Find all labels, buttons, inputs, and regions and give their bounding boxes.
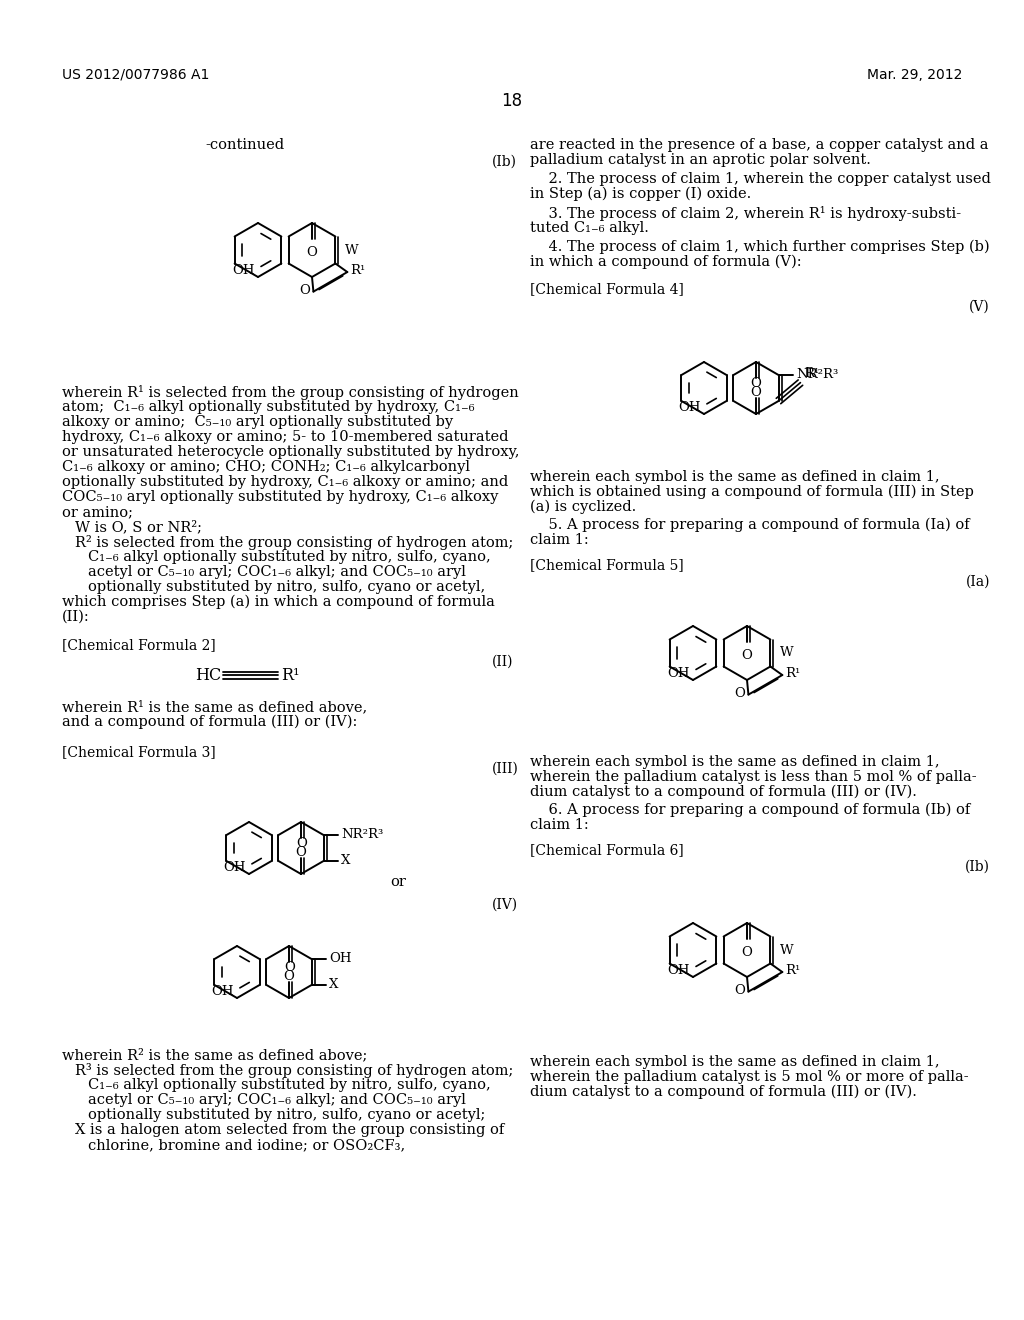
Text: OH: OH — [668, 964, 690, 977]
Text: OH: OH — [212, 985, 234, 998]
Text: or unsaturated heterocycle optionally substituted by hydroxy,: or unsaturated heterocycle optionally su… — [62, 445, 519, 459]
Text: O: O — [734, 985, 745, 997]
Text: wherein each symbol is the same as defined in claim 1,: wherein each symbol is the same as defin… — [530, 755, 940, 770]
Text: Mar. 29, 2012: Mar. 29, 2012 — [866, 69, 962, 82]
Text: NR²R³: NR²R³ — [796, 368, 838, 381]
Text: W: W — [780, 944, 794, 957]
Text: OH: OH — [223, 861, 246, 874]
Text: W: W — [780, 647, 794, 660]
Text: chlorine, bromine and iodine; or OSO₂CF₃,: chlorine, bromine and iodine; or OSO₂CF₃… — [88, 1138, 406, 1152]
Text: wherein each symbol is the same as defined in claim 1,: wherein each symbol is the same as defin… — [530, 1055, 940, 1069]
Text: O: O — [297, 837, 307, 850]
Text: X is a halogen atom selected from the group consisting of: X is a halogen atom selected from the gr… — [75, 1123, 504, 1137]
Text: (Ib): (Ib) — [492, 154, 517, 169]
Text: O: O — [285, 961, 296, 974]
Text: -continued: -continued — [206, 139, 285, 152]
Text: (V): (V) — [970, 300, 990, 314]
Text: NR²R³: NR²R³ — [341, 829, 383, 842]
Text: [Chemical Formula 3]: [Chemical Formula 3] — [62, 744, 216, 759]
Text: OH: OH — [232, 264, 255, 277]
Text: R³ is selected from the group consisting of hydrogen atom;: R³ is selected from the group consisting… — [75, 1063, 513, 1078]
Text: acetyl or C₅₋₁₀ aryl; COC₁₋₆ alkyl; and COC₅₋₁₀ aryl: acetyl or C₅₋₁₀ aryl; COC₁₋₆ alkyl; and … — [88, 565, 466, 579]
Text: COC₅₋₁₀ aryl optionally substituted by hydroxy, C₁₋₆ alkoxy: COC₅₋₁₀ aryl optionally substituted by h… — [62, 490, 499, 504]
Text: claim 1:: claim 1: — [530, 533, 589, 546]
Text: (IV): (IV) — [492, 898, 518, 912]
Text: wherein R¹ is selected from the group consisting of hydrogen: wherein R¹ is selected from the group co… — [62, 385, 519, 400]
Text: wherein the palladium catalyst is less than 5 mol % of palla-: wherein the palladium catalyst is less t… — [530, 770, 977, 784]
Text: R¹: R¹ — [805, 367, 819, 380]
Text: OH: OH — [679, 401, 701, 414]
Text: or amino;: or amino; — [62, 506, 133, 519]
Text: wherein the palladium catalyst is 5 mol % or more of palla-: wherein the palladium catalyst is 5 mol … — [530, 1071, 969, 1084]
Text: or: or — [390, 875, 406, 888]
Text: [Chemical Formula 2]: [Chemical Formula 2] — [62, 638, 216, 652]
Text: which is obtained using a compound of formula (III) in Step: which is obtained using a compound of fo… — [530, 484, 974, 499]
Text: 5. A process for preparing a compound of formula (Ia) of: 5. A process for preparing a compound of… — [530, 517, 970, 532]
Text: optionally substituted by nitro, sulfo, cyano or acetyl;: optionally substituted by nitro, sulfo, … — [88, 1107, 485, 1122]
Text: 4. The process of claim 1, which further comprises Step (b): 4. The process of claim 1, which further… — [530, 240, 989, 255]
Text: 3. The process of claim 2, wherein R¹ is hydroxy-substi-: 3. The process of claim 2, wherein R¹ is… — [530, 206, 962, 220]
Text: in which a compound of formula (V):: in which a compound of formula (V): — [530, 255, 802, 269]
Text: tuted C₁₋₆ alkyl.: tuted C₁₋₆ alkyl. — [530, 220, 649, 235]
Text: R¹: R¹ — [350, 264, 366, 277]
Text: hydroxy, C₁₋₆ alkoxy or amino; 5- to 10-membered saturated: hydroxy, C₁₋₆ alkoxy or amino; 5- to 10-… — [62, 430, 509, 444]
Text: optionally substituted by nitro, sulfo, cyano or acetyl,: optionally substituted by nitro, sulfo, … — [88, 579, 485, 594]
Text: palladium catalyst in an aprotic polar solvent.: palladium catalyst in an aprotic polar s… — [530, 153, 870, 168]
Text: O: O — [741, 946, 753, 960]
Text: claim 1:: claim 1: — [530, 818, 589, 832]
Text: and a compound of formula (III) or (IV):: and a compound of formula (III) or (IV): — [62, 715, 357, 730]
Text: wherein each symbol is the same as defined in claim 1,: wherein each symbol is the same as defin… — [530, 470, 940, 484]
Text: R¹: R¹ — [281, 667, 299, 684]
Text: X: X — [341, 854, 350, 867]
Text: (III): (III) — [492, 762, 519, 776]
Text: O: O — [751, 378, 762, 391]
Text: O: O — [751, 385, 762, 399]
Text: (II): (II) — [492, 655, 513, 669]
Text: (a) is cyclized.: (a) is cyclized. — [530, 500, 636, 515]
Text: atom;  C₁₋₆ alkyl optionally substituted by hydroxy, C₁₋₆: atom; C₁₋₆ alkyl optionally substituted … — [62, 400, 474, 414]
Text: C₁₋₆ alkyl optionally substituted by nitro, sulfo, cyano,: C₁₋₆ alkyl optionally substituted by nit… — [88, 1078, 490, 1092]
Text: wherein R² is the same as defined above;: wherein R² is the same as defined above; — [62, 1048, 368, 1063]
Text: O: O — [296, 846, 306, 858]
Text: O: O — [741, 649, 753, 663]
Text: dium catalyst to a compound of formula (III) or (IV).: dium catalyst to a compound of formula (… — [530, 785, 916, 800]
Text: alkoxy or amino;  C₅₋₁₀ aryl optionally substituted by: alkoxy or amino; C₅₋₁₀ aryl optionally s… — [62, 414, 454, 429]
Text: OH: OH — [668, 667, 690, 680]
Text: 18: 18 — [502, 92, 522, 110]
Text: O: O — [306, 247, 317, 259]
Text: W: W — [345, 243, 359, 256]
Text: which comprises Step (a) in which a compound of formula: which comprises Step (a) in which a comp… — [62, 595, 495, 610]
Text: [Chemical Formula 5]: [Chemical Formula 5] — [530, 558, 684, 572]
Text: acetyl or C₅₋₁₀ aryl; COC₁₋₆ alkyl; and COC₅₋₁₀ aryl: acetyl or C₅₋₁₀ aryl; COC₁₋₆ alkyl; and … — [88, 1093, 466, 1107]
Text: O: O — [300, 284, 310, 297]
Text: [Chemical Formula 6]: [Chemical Formula 6] — [530, 843, 684, 857]
Text: W is O, S or NR²;: W is O, S or NR²; — [75, 520, 202, 535]
Text: X: X — [329, 978, 338, 991]
Text: R¹: R¹ — [785, 964, 801, 977]
Text: 6. A process for preparing a compound of formula (Ib) of: 6. A process for preparing a compound of… — [530, 803, 971, 817]
Text: (Ib): (Ib) — [965, 861, 990, 874]
Text: dium catalyst to a compound of formula (III) or (IV).: dium catalyst to a compound of formula (… — [530, 1085, 916, 1100]
Text: optionally substituted by hydroxy, C₁₋₆ alkoxy or amino; and: optionally substituted by hydroxy, C₁₋₆ … — [62, 475, 508, 488]
Text: US 2012/0077986 A1: US 2012/0077986 A1 — [62, 69, 209, 82]
Text: [Chemical Formula 4]: [Chemical Formula 4] — [530, 282, 684, 296]
Text: are reacted in the presence of a base, a copper catalyst and a: are reacted in the presence of a base, a… — [530, 139, 988, 152]
Text: R¹: R¹ — [785, 667, 801, 680]
Text: O: O — [734, 688, 745, 700]
Text: O: O — [284, 970, 295, 982]
Text: C₁₋₆ alkyl optionally substituted by nitro, sulfo, cyano,: C₁₋₆ alkyl optionally substituted by nit… — [88, 550, 490, 564]
Text: (Ia): (Ia) — [966, 576, 990, 589]
Text: OH: OH — [329, 953, 351, 965]
Text: R² is selected from the group consisting of hydrogen atom;: R² is selected from the group consisting… — [75, 535, 513, 550]
Text: (II):: (II): — [62, 610, 90, 624]
Text: C₁₋₆ alkoxy or amino; CHO; CONH₂; C₁₋₆ alkylcarbonyl: C₁₋₆ alkoxy or amino; CHO; CONH₂; C₁₋₆ a… — [62, 459, 470, 474]
Text: in Step (a) is copper (I) oxide.: in Step (a) is copper (I) oxide. — [530, 187, 752, 202]
Text: wherein R¹ is the same as defined above,: wherein R¹ is the same as defined above, — [62, 700, 368, 714]
Text: 2. The process of claim 1, wherein the copper catalyst used: 2. The process of claim 1, wherein the c… — [530, 172, 991, 186]
Text: HC: HC — [195, 667, 221, 684]
